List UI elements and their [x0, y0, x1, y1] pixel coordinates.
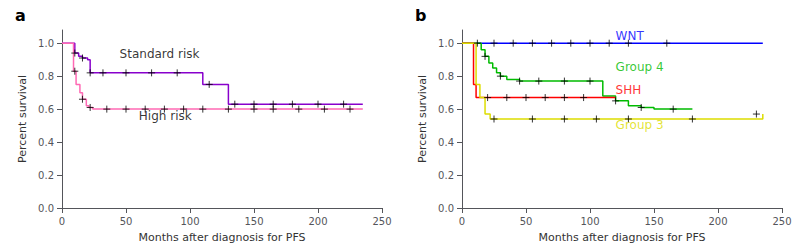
svg-text:Months after diagnosis for PFS: Months after diagnosis for PFS — [538, 231, 705, 244]
svg-text:0.0: 0.0 — [438, 203, 454, 214]
svg-text:0.8: 0.8 — [438, 71, 454, 82]
svg-text:0.4: 0.4 — [38, 137, 54, 148]
svg-text:100: 100 — [580, 216, 599, 227]
svg-text:SHH: SHH — [616, 83, 642, 97]
svg-text:WNT: WNT — [616, 29, 645, 43]
svg-text:1.0: 1.0 — [38, 38, 54, 49]
svg-text:200: 200 — [308, 216, 327, 227]
svg-text:200: 200 — [708, 216, 727, 227]
svg-text:Group 3: Group 3 — [616, 118, 664, 132]
svg-text:50: 50 — [120, 216, 133, 227]
svg-text:High risk: High risk — [139, 109, 192, 123]
svg-text:0.4: 0.4 — [438, 137, 454, 148]
svg-text:0.0: 0.0 — [38, 203, 54, 214]
svg-text:Percent survival: Percent survival — [16, 75, 29, 163]
svg-text:150: 150 — [244, 216, 263, 227]
svg-text:0: 0 — [59, 216, 65, 227]
svg-text:250: 250 — [772, 216, 791, 227]
svg-text:0.6: 0.6 — [38, 104, 54, 115]
svg-text:Group 4: Group 4 — [616, 60, 664, 74]
svg-text:b: b — [415, 6, 426, 25]
svg-text:50: 50 — [520, 216, 533, 227]
svg-text:0.6: 0.6 — [438, 104, 454, 115]
svg-text:1.0: 1.0 — [438, 38, 454, 49]
svg-text:Percent survival: Percent survival — [416, 75, 429, 163]
svg-text:0.2: 0.2 — [38, 170, 54, 181]
svg-text:250: 250 — [372, 216, 391, 227]
svg-text:0: 0 — [459, 216, 465, 227]
svg-text:0.2: 0.2 — [438, 170, 454, 181]
svg-text:150: 150 — [644, 216, 663, 227]
svg-text:Standard risk: Standard risk — [120, 47, 200, 61]
svg-text:Months after diagnosis for PFS: Months after diagnosis for PFS — [138, 231, 305, 244]
svg-text:100: 100 — [180, 216, 199, 227]
svg-text:0.8: 0.8 — [38, 71, 54, 82]
svg-text:a: a — [15, 6, 26, 25]
